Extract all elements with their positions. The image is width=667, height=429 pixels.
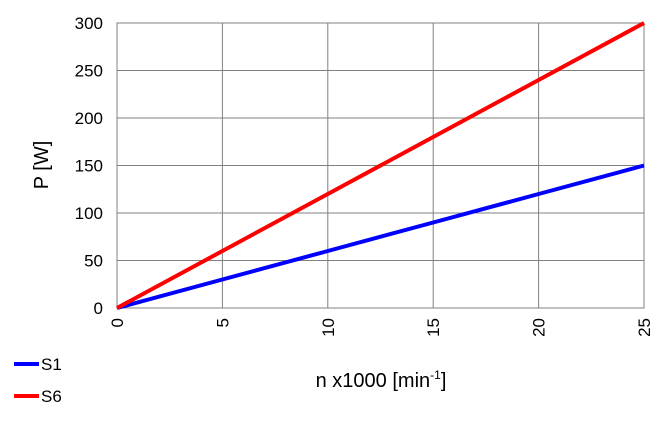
x-tick-label: 20	[530, 318, 549, 337]
x-tick-label: 10	[319, 318, 338, 337]
series-lines	[116, 21, 645, 310]
legend: S1 S6	[14, 355, 62, 406]
x-axis-label-main: n x1000 [min	[316, 370, 431, 392]
x-axis-tick-labels: 0 5 10 15 20 25	[108, 318, 654, 337]
y-tick-label: 0	[94, 299, 103, 318]
series-line-s6	[116, 21, 645, 310]
y-tick-label: 150	[75, 157, 103, 176]
legend-label-s1: S1	[41, 355, 62, 374]
x-tick-label: 0	[108, 318, 127, 327]
y-tick-label: 200	[75, 109, 103, 128]
x-tick-label: 25	[635, 318, 654, 337]
x-axis-label-superscript: -1	[430, 368, 441, 382]
y-axis-tick-labels: 0 50 100 150 200 250 300	[75, 14, 103, 318]
y-tick-label: 50	[84, 252, 103, 271]
y-tick-label: 300	[75, 14, 103, 33]
x-tick-label: 15	[424, 318, 443, 337]
x-axis-label: n x1000 [min-1]	[316, 368, 447, 392]
y-tick-label: 100	[75, 204, 103, 223]
x-tick-label: 5	[213, 318, 232, 327]
y-axis-label: P [W]	[31, 141, 53, 190]
series-line-s1	[116, 163, 645, 310]
y-tick-label: 250	[75, 62, 103, 81]
x-axis-label-end: ]	[441, 370, 447, 392]
legend-label-s6: S6	[41, 387, 62, 406]
